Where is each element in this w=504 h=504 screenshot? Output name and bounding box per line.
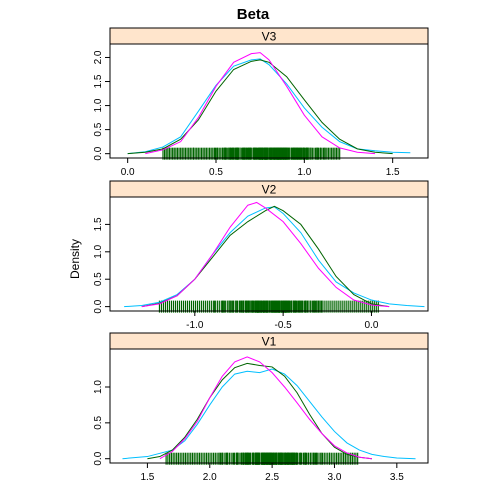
y-axis-label: Density [68,239,82,279]
density-line-2 [128,60,393,154]
panel-v1: V1 1.5 2.0 2.5 3.0 3.5 0.0 0.5 1.0 [93,333,428,483]
x-tick-label: -0.5 [275,320,293,331]
x-tick-label: 2.5 [265,472,279,483]
chart-title: Beta [237,6,270,23]
density-line-1 [124,207,424,307]
panel-v3: V3 0.0 0.5 1.0 1.5 0.0 0.5 1.0 1.5 2.0 [93,28,428,178]
density-line-2 [147,363,371,458]
plot-frame [110,44,428,158]
y-tick-label: 1.5 [93,74,104,88]
y-tick-label: 1.5 [93,217,104,231]
x-tick-label: 1.5 [386,167,400,178]
panel-strip-label: V1 [262,335,277,349]
y-tick-label: 0.5 [93,272,104,286]
x-tick-label: 0.5 [209,167,223,178]
y-tick-label: 0.5 [93,415,104,429]
density-line-3 [160,357,372,459]
x-tick-label: 1.0 [297,167,311,178]
density-line-1 [128,59,411,154]
x-tick-label: 1.5 [140,472,154,483]
y-tick-label: 1.0 [93,98,104,112]
y-tick-label: 1.0 [93,244,104,258]
x-tick-label: 0.0 [121,167,135,178]
y-tick-label: 0.5 [93,122,104,136]
x-tick-label: 3.5 [390,472,404,483]
panels: V3 0.0 0.5 1.0 1.5 0.0 0.5 1.0 1.5 2.0 V2 -1.0 -0.5 0… [93,28,428,483]
x-tick-label: 3.0 [328,472,342,483]
y-tick-label: 0.0 [93,146,104,160]
y-tick-label: 1.0 [93,380,104,394]
plot-frame [110,197,428,311]
density-line-1 [122,369,415,459]
panel-strip-label: V2 [262,183,277,197]
density-line-3 [145,53,375,154]
x-tick-label: 2.0 [203,472,217,483]
panel-v2: V2 -1.0 -0.5 0.0 0.0 0.5 1.0 1.5 [93,181,428,331]
y-tick-label: 2.0 [93,50,104,64]
x-tick-label: 0.0 [365,320,379,331]
y-tick-label: 0.0 [93,451,104,465]
y-tick-label: 0.0 [93,299,104,313]
x-tick-label: -1.0 [186,320,204,331]
density-line-3 [142,202,389,306]
panel-strip-label: V3 [262,30,277,44]
